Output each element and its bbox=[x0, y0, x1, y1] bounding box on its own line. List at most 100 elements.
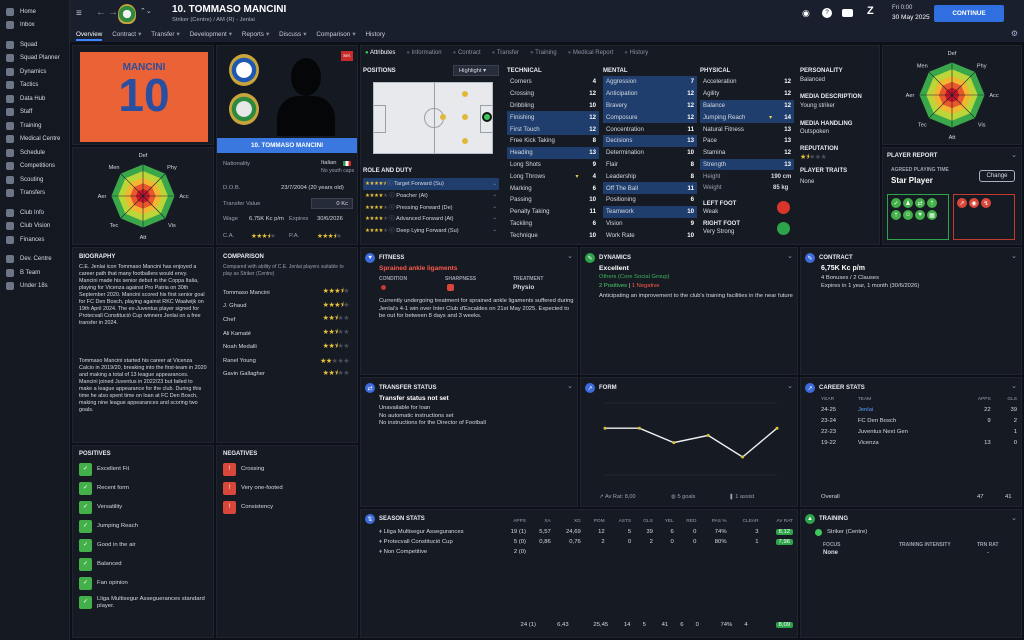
tab-discuss[interactable]: Discuss bbox=[279, 31, 302, 38]
form-title[interactable]: FORM bbox=[599, 385, 617, 391]
role-chevron-icon[interactable]: ⌄ bbox=[492, 203, 497, 210]
attribute-row[interactable]: Stamina 12 bbox=[700, 147, 794, 159]
role-item[interactable]: ★★★★★ ⓘ Pressing Forward (De) ⌄ bbox=[363, 201, 499, 213]
positives-item[interactable]: ✓ Good in the air bbox=[79, 536, 211, 555]
career-title[interactable]: CAREER STATS bbox=[819, 385, 865, 391]
transfer-status-title[interactable]: TRANSFER STATUS bbox=[379, 385, 437, 391]
tab-overview[interactable]: Overview bbox=[76, 31, 103, 41]
sidebar-item-inbox[interactable]: Inbox bbox=[0, 19, 69, 33]
role-chevron-icon[interactable]: ⌄ bbox=[492, 192, 497, 199]
z-logo-icon[interactable]: Z bbox=[867, 5, 874, 17]
tab-chevron-icon[interactable]: ▾ bbox=[228, 31, 232, 38]
sidebar-item-tactics[interactable]: Tactics bbox=[0, 79, 69, 93]
attribute-row[interactable]: Crossing 12 bbox=[507, 88, 599, 100]
attribute-row[interactable]: Free Kick Taking 8 bbox=[507, 135, 599, 147]
highlight-dropdown[interactable]: Highlight ▾ bbox=[453, 65, 499, 76]
dynamics-positives[interactable]: 2 Positives bbox=[599, 283, 628, 289]
career-row[interactable]: 24-25 Jenlai 22 39 bbox=[819, 404, 1019, 415]
attribute-row[interactable]: Composure 12 bbox=[603, 111, 697, 124]
season-title[interactable]: SEASON STATS bbox=[379, 516, 425, 522]
attribute-row[interactable]: Work Rate 10 bbox=[603, 229, 697, 241]
attribute-row[interactable]: Positioning 6 bbox=[603, 194, 697, 206]
positives-item[interactable]: ✓ Fan opinion bbox=[79, 574, 211, 593]
positives-item[interactable]: ✓ Recent form bbox=[79, 479, 211, 498]
form-chevron-icon[interactable]: ⌄ bbox=[787, 383, 793, 390]
subtab-contract[interactable]: ● Contract bbox=[453, 50, 481, 56]
tab-history[interactable]: History bbox=[365, 31, 386, 38]
attribute-row[interactable]: Balance 12 bbox=[700, 99, 794, 112]
back-icon[interactable]: ← bbox=[96, 7, 106, 18]
attribute-row[interactable]: Anticipation 12 bbox=[603, 87, 697, 100]
attribute-row[interactable]: Finishing 12 bbox=[507, 111, 599, 124]
attribute-row[interactable]: Corners 4 bbox=[507, 76, 599, 88]
attribute-row[interactable]: Tackling 6 bbox=[507, 218, 599, 230]
season-row[interactable]: ♦ Protecvall Constitució Cup 5 (0) 0,86 0,7… bbox=[377, 537, 795, 547]
fitness-chevron-icon[interactable]: ⌄ bbox=[567, 253, 573, 260]
attribute-row[interactable]: Agility 12 bbox=[700, 88, 794, 100]
role-chevron-icon[interactable]: ⌄ bbox=[492, 215, 497, 222]
sidebar-item-schedule[interactable]: Schedule bbox=[0, 146, 69, 160]
attribute-row[interactable]: Aggression 7 bbox=[603, 76, 697, 88]
sidebar-item-data-hub[interactable]: Data Hub bbox=[0, 92, 69, 106]
attribute-row[interactable]: Acceleration 12 bbox=[700, 76, 794, 88]
fitness-title[interactable]: FITNESS bbox=[379, 255, 405, 261]
subtab-training[interactable]: ● Training bbox=[530, 50, 557, 56]
sidebar-item-squad[interactable]: Squad bbox=[0, 38, 69, 52]
season-row[interactable]: ♦ Non Competitive 2 (0) bbox=[377, 547, 795, 557]
tab-chevron-icon[interactable]: ▾ bbox=[138, 31, 142, 38]
comparison-row[interactable]: Ali Kamaté ★★⯨★★ bbox=[223, 327, 353, 341]
role-item[interactable]: ★★★★★ ⓘ Deep Lying Forward (Su) ⌄ bbox=[363, 224, 499, 236]
notification-icon[interactable]: ⚙ bbox=[1010, 29, 1018, 38]
sidebar-item-training[interactable]: Training bbox=[0, 119, 69, 133]
sidebar-item-club-vision[interactable]: Club Vision bbox=[0, 220, 69, 234]
attribute-row[interactable]: Off The Ball 11 bbox=[603, 182, 697, 194]
career-row[interactable]: 22-23 Juventus Next Gen 1 bbox=[819, 426, 1019, 437]
sidebar-item-finances[interactable]: Finances bbox=[0, 233, 69, 247]
tab-chevron-icon[interactable]: ▾ bbox=[176, 31, 180, 38]
positives-title[interactable]: POSITIVES bbox=[79, 451, 111, 457]
comparison-row[interactable]: Ranel Young ★★★★★ bbox=[223, 354, 353, 368]
attribute-row[interactable]: Pace 13 bbox=[700, 135, 794, 147]
sidebar-item-under-18s[interactable]: Under 18s bbox=[0, 280, 69, 294]
attribute-row[interactable]: Long Throws ▾ 4 bbox=[507, 170, 599, 182]
attribute-row[interactable]: Leadership 8 bbox=[603, 170, 697, 182]
attribute-row[interactable]: Penalty Taking 11 bbox=[507, 206, 599, 218]
negatives-item[interactable]: ! Very one-footed bbox=[223, 479, 355, 498]
sidebar-item-transfers[interactable]: Transfers bbox=[0, 187, 69, 201]
comparison-row[interactable]: J. Ghaud ★★★⯨★ bbox=[223, 300, 353, 314]
subtab-transfer[interactable]: ● Transfer bbox=[492, 50, 519, 56]
attribute-row[interactable]: Strength 13 bbox=[700, 158, 794, 171]
club-crest[interactable] bbox=[118, 4, 136, 24]
positives-item[interactable]: ✓ Lliga Multisegur Asseguerances standard… bbox=[79, 593, 211, 612]
menu-icon[interactable]: ≡ bbox=[76, 8, 82, 19]
attribute-row[interactable]: Technique 10 bbox=[507, 229, 599, 241]
comparison-row[interactable]: Tommaso Mancini ★★★⯨★ bbox=[223, 286, 353, 300]
change-button[interactable]: Change bbox=[979, 170, 1015, 182]
positives-item[interactable]: ✓ Balanced bbox=[79, 555, 211, 574]
career-chevron-icon[interactable]: ⌄ bbox=[1011, 383, 1017, 390]
sidebar-item-home[interactable]: Home bbox=[0, 5, 69, 19]
tab-reports[interactable]: Reports bbox=[241, 31, 264, 38]
contract-chevron-icon[interactable]: ⌄ bbox=[1011, 253, 1017, 260]
subtab-medical-report[interactable]: ● Medical Report bbox=[568, 50, 614, 56]
subtab-history[interactable]: ● History bbox=[624, 50, 648, 56]
attribute-row[interactable]: First Touch 12 bbox=[507, 123, 599, 135]
tab-chevron-icon[interactable]: ▾ bbox=[352, 31, 356, 38]
sidebar-item-dynamics[interactable]: Dynamics bbox=[0, 65, 69, 79]
attribute-row[interactable]: Jumping Reach ▾ 14 bbox=[700, 111, 794, 124]
transfer-value[interactable]: 0 Kc bbox=[311, 198, 353, 209]
season-row[interactable]: ♦ Lliga Multisegur Assegurances 19 (1) 5,5… bbox=[377, 527, 795, 537]
negatives-title[interactable]: NEGATIVES bbox=[223, 451, 258, 457]
help-icon[interactable]: ? bbox=[822, 8, 832, 18]
attribute-row[interactable]: Passing 10 bbox=[507, 194, 599, 206]
attribute-row[interactable]: Bravery 12 bbox=[603, 99, 697, 112]
tab-comparison[interactable]: Comparison bbox=[316, 31, 351, 38]
sidebar-item-squad-planner[interactable]: Squad Planner bbox=[0, 52, 69, 66]
comparison-row[interactable]: Chef ★★⯨★★ bbox=[223, 313, 353, 327]
role-item[interactable]: ★★★★⯨ ⓘ Target Forward (Su) ⌄ bbox=[363, 178, 499, 190]
sidebar-item-b-team[interactable]: B Team bbox=[0, 266, 69, 280]
comparison-row[interactable]: Gavin Gallagher ★★⯨★★ bbox=[223, 368, 353, 382]
tab-transfer[interactable]: Transfer bbox=[151, 31, 175, 38]
attribute-row[interactable]: Dribbling 10 bbox=[507, 100, 599, 112]
training-title[interactable]: TRAINING bbox=[819, 516, 848, 522]
